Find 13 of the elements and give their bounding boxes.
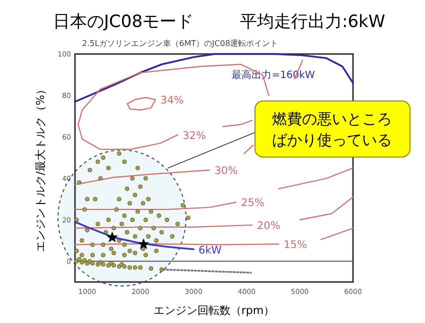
chart-title: 日本のJC08モード (53, 12, 194, 32)
series-label: 25% (241, 197, 264, 210)
text: 2.5Lガソリンエンジン車（6MT）のJC08運転ポイント (82, 39, 278, 48)
series-label: 30% (214, 165, 238, 178)
series-label: 6kW (198, 244, 222, 256)
series-label: 20% (257, 220, 280, 232)
series-label: 34% (160, 94, 184, 107)
series-label: 32% (182, 130, 206, 142)
chart-subtitle: 平均走行出力:6kW (240, 12, 386, 32)
x-axis-title: エンジン回転数（rpm） (153, 304, 275, 317)
y-axis-title: エンジントルク/最大トルク（%） (34, 84, 47, 252)
annotation: 燃費の悪いところばかり使っている (272, 110, 392, 149)
series-label: 15% (284, 239, 307, 252)
